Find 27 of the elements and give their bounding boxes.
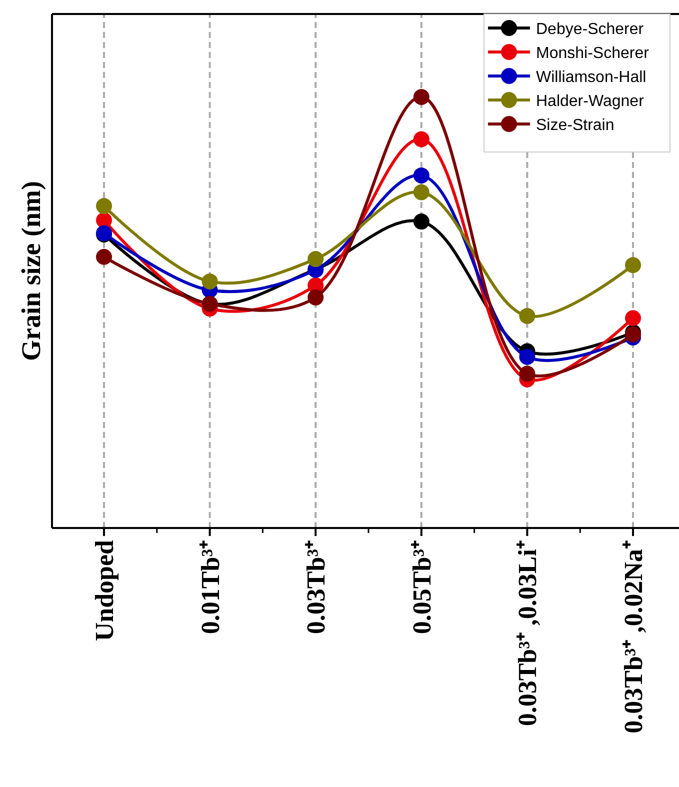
legend-label: Debye-Scherer: [536, 21, 644, 38]
legend-label: Williamson-Hall: [536, 69, 646, 86]
point: [413, 214, 430, 230]
point: [96, 248, 112, 265]
legend-label: Halder-Wagner: [536, 93, 645, 110]
x-tick-label: 0.01Tb³⁺: [196, 540, 225, 634]
x-tick-label: 0.03Tb³⁺ ,0.03Li⁺: [513, 540, 542, 726]
point: [202, 273, 218, 290]
x-tick-label: Undoped: [90, 539, 119, 642]
point: [519, 348, 536, 365]
x-tick-label: 0.03Tb³⁺: [302, 540, 331, 634]
point: [96, 198, 112, 214]
point: [625, 257, 641, 274]
y-axis-title: Grain size (nm): [16, 181, 46, 361]
point: [413, 184, 430, 200]
x-tick-label: 0.05Tb³⁺: [407, 540, 436, 634]
legend-label: Monshi-Scherer: [536, 45, 650, 62]
point: [519, 366, 536, 382]
point: [413, 131, 430, 148]
point: [413, 89, 430, 105]
point: [413, 167, 430, 184]
point: [308, 289, 324, 306]
point: [519, 308, 536, 324]
legend-label: Size-Strain: [536, 117, 614, 134]
point: [625, 310, 641, 326]
x-tick-label: 0.03Tb³⁺ ,0.02Na⁺: [619, 540, 648, 734]
point: [308, 251, 324, 268]
